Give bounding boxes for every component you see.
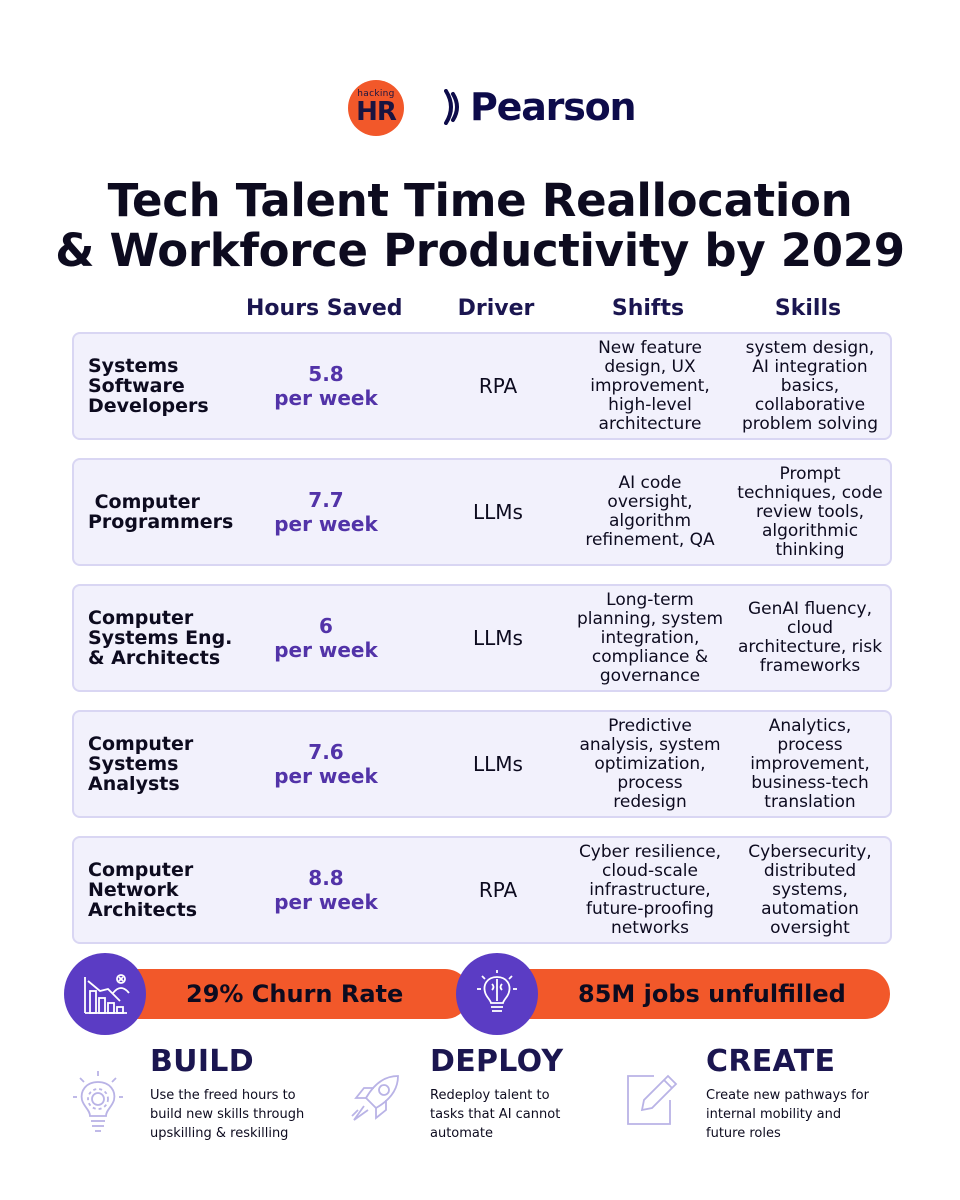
shifts: Long-term planning, system integration, com… [576,589,724,686]
rocket-icon [346,1070,406,1134]
table-row: Computer Network Architects 8.8 per week RP… [72,836,892,944]
driver: LLMs [473,626,523,650]
hacking-hr-logo: hacking HR [348,80,404,136]
driver: LLMs [473,500,523,524]
pearson-wordmark: Pearson [470,85,637,129]
hours-saved: 5.8 per week [274,362,378,410]
role-name: Computer Systems Analysts [88,733,194,795]
role-name: Computer Programmers [88,491,234,533]
hours-saved: 7.6 per week [274,740,378,788]
skills: system design, AI integration basics, colla… [741,337,879,434]
column-header-driver: Driver [457,296,535,321]
pearson-logo: Pearson [444,84,637,130]
title-line-2: & Workforce Productivity by 2029 [55,224,905,277]
logo-bar: hacking HR Pearson [0,76,960,136]
churn-circle [64,953,146,1035]
table-row: Computer Systems Eng. & Architects 6 per we… [72,584,892,692]
page-title: Tech Talent Time Reallocation & Workforc… [0,176,960,276]
jobs-unfulfilled-text: 85M jobs unfulfilled [578,980,846,1008]
table-row: Computer Systems Analysts 7.6 per week LLMs… [72,710,892,818]
declining-chart-person-icon [84,974,130,1014]
skills: Prompt techniques, code review tools, algor… [737,463,883,560]
table-row: Computer Programmers 7.7 per week LLMs AI … [72,458,892,566]
shifts: New feature design, UX improvement, high-le… [590,337,710,434]
pearson-mark-icon [444,89,459,125]
hours-saved: 6 per week [274,614,378,662]
table-row: Systems Software Developers 5.8 per week RP… [72,332,892,440]
jobs-unfulfilled-bar [478,969,890,1019]
churn-rate-text: 29% Churn Rate [186,980,404,1008]
column-header-skills: Skills [774,296,842,321]
column-header-hours: Hours Saved [246,296,403,321]
title-line-1: Tech Talent Time Reallocation [107,174,853,227]
deploy-title: DEPLOY [430,1044,564,1079]
brain-lightbulb-icon [477,970,517,1012]
jobs-circle [456,953,538,1035]
skills: Cybersecurity, distributed systems, automat… [748,841,872,938]
hours-saved: 7.7 per week [274,488,378,536]
hacking-hr-logo-small-text: hacking [357,89,395,99]
hours-saved: 8.8 per week [274,866,378,914]
build-title: BUILD [150,1044,254,1079]
edit-square-icon [624,1070,680,1134]
driver: RPA [478,878,518,902]
deploy-description: Redeploy talent to tasks that AI cannot au… [430,1088,561,1141]
shifts: Cyber resilience, cloud-scale infrastructu… [578,841,722,938]
shifts: Predictive analysis, system optimization, p… [579,715,721,812]
skills: Analytics, process improvement, business-te… [750,715,870,812]
build-description: Use the freed hours to build new skills t… [150,1088,305,1141]
lightbulb-gear-icon [72,1070,124,1142]
churn-rate-bar [90,969,470,1019]
column-header-shifts: Shifts [611,296,685,321]
role-name: Systems Software Developers [88,355,209,417]
role-name: Computer Systems Eng. & Architects [88,607,233,669]
role-name: Computer Network Architects [88,859,197,921]
create-description: Create new pathways for internal mobility… [706,1088,869,1141]
skills: GenAI fluency, cloud architecture, risk fra… [737,599,883,676]
shifts: AI code oversight, algorithm refinement, QA [585,473,715,550]
driver: LLMs [473,752,523,776]
driver: RPA [478,374,518,398]
hacking-hr-logo-big-text: HR [356,97,397,127]
create-title: CREATE [706,1044,836,1079]
